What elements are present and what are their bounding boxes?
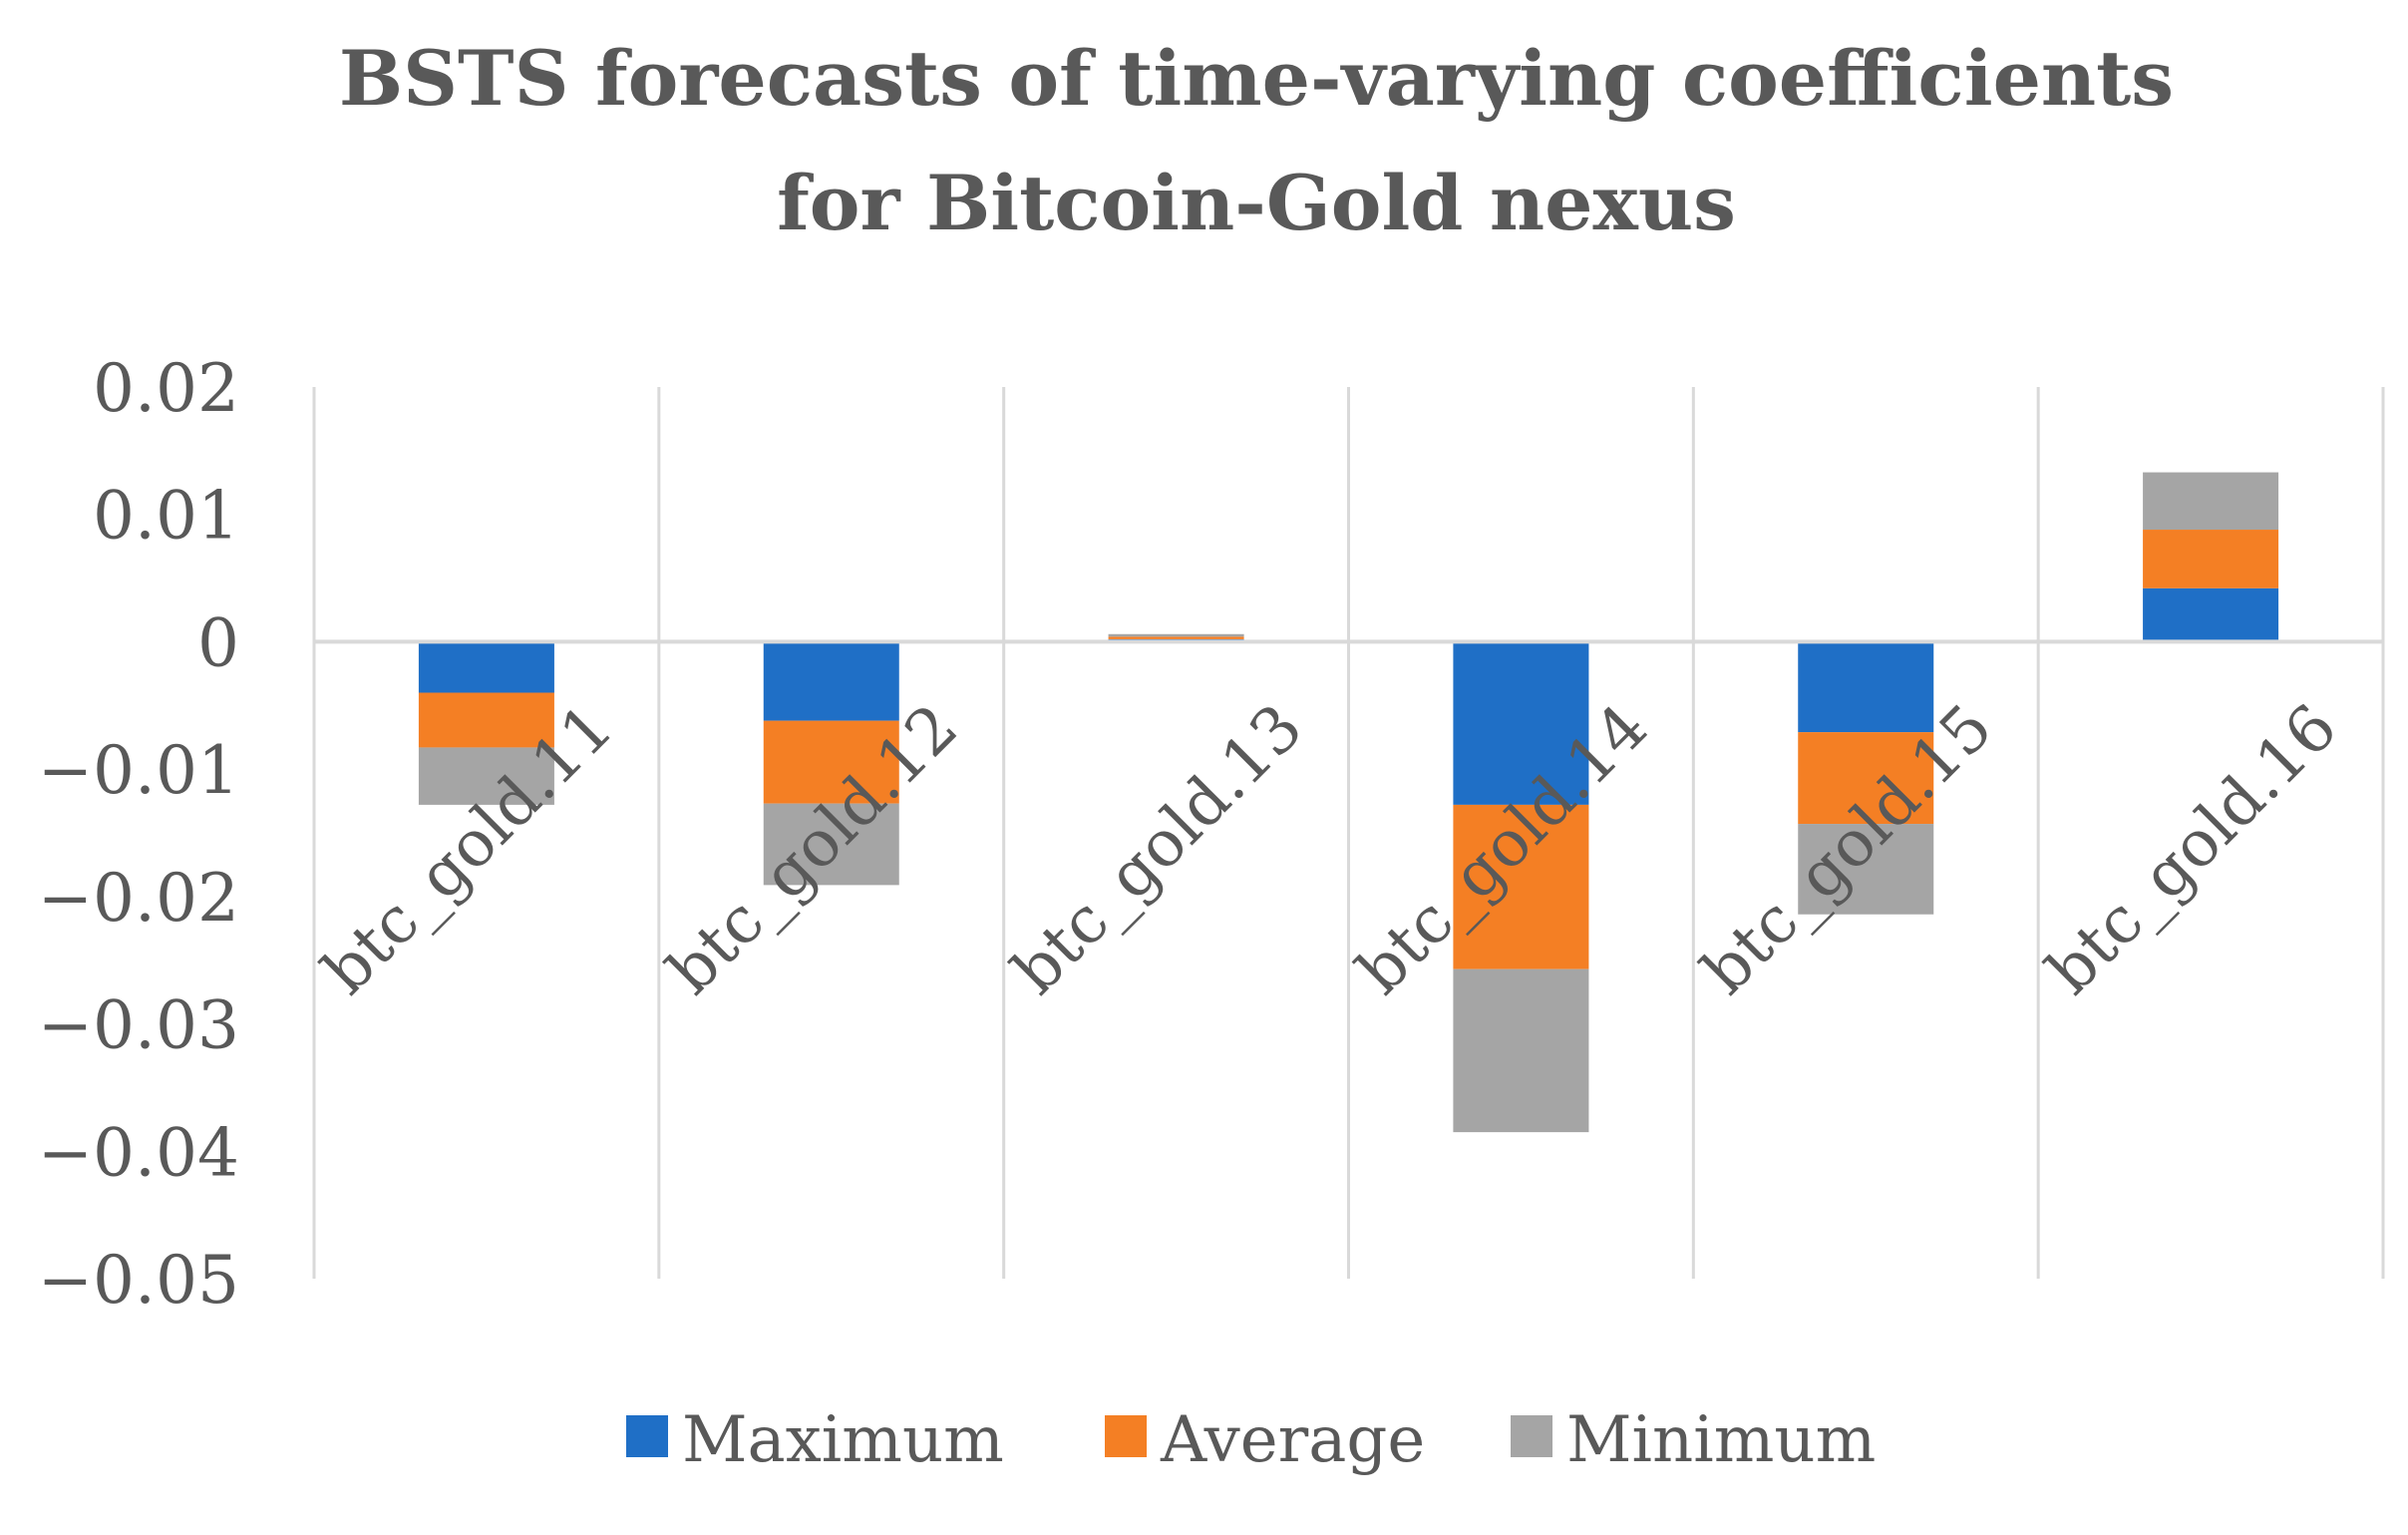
legend-swatch-average [1105,1415,1147,1457]
bar-average-btc-gold-12 [763,720,899,804]
legend-label-maximum: Maximum [682,1403,1004,1477]
legend: Maximum Average Minimum [626,1403,1876,1477]
y-tick-label: 0.01 [93,478,239,555]
chart-title: BSTS forecasts of time-varying coefficie… [339,34,2174,247]
bar-maximum-btc-gold-14 [1453,641,1589,805]
bar-maximum-btc-gold-12 [763,641,899,721]
y-tick-label: −0.03 [38,987,239,1064]
y-axis-tick-labels: 0.02 0.01 0 −0.01 −0.02 −0.03 −0.04 −0.05 [38,350,239,1319]
bar-minimum-btc-gold-15 [1798,824,1934,915]
legend-label-minimum: Minimum [1566,1403,1876,1477]
bar-average-btc-gold-13 [1108,636,1244,639]
y-tick-label: −0.04 [38,1114,239,1191]
bar-average-btc-gold-15 [1798,732,1934,825]
bar-maximum-btc-gold-15 [1798,641,1934,733]
y-tick-label: −0.01 [38,732,239,809]
legend-swatch-minimum [1511,1415,1552,1457]
y-tick-label: −0.02 [38,860,239,937]
bar-minimum-btc-gold-13 [1108,633,1244,637]
bar-minimum-btc-gold-11 [418,747,554,805]
bars [418,472,2279,1133]
bar-average-btc-gold-16 [2143,530,2279,588]
bar-minimum-btc-gold-14 [1453,968,1589,1133]
chart-title-line-1: BSTS forecasts of time-varying coefficie… [339,34,2174,123]
bar-maximum-btc-gold-16 [2143,587,2279,642]
bar-average-btc-gold-11 [418,692,554,748]
bar-average-btc-gold-14 [1453,804,1589,969]
legend-swatch-maximum [626,1415,668,1457]
chart-title-line-2: for Bitcoin-Gold nexus [777,159,1736,247]
gridlines [312,387,2385,1279]
y-tick-label: 0.02 [93,350,239,427]
legend-label-average: Average [1160,1403,1425,1477]
bar-maximum-btc-gold-11 [418,641,554,693]
bar-minimum-btc-gold-16 [2143,472,2279,531]
bar-minimum-btc-gold-12 [763,803,899,886]
y-tick-label: 0 [197,604,239,681]
y-tick-label: −0.05 [38,1242,239,1319]
